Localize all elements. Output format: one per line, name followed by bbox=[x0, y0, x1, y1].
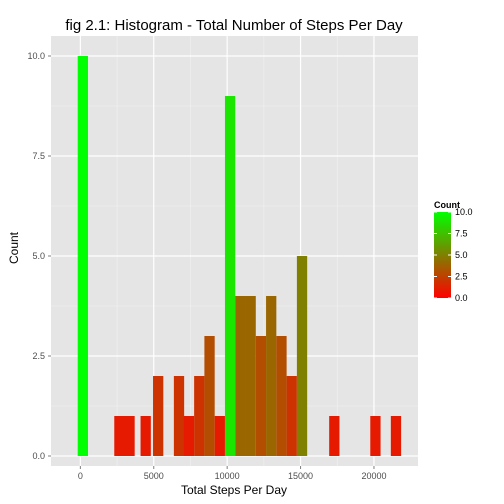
y-tick-label: 5.0 bbox=[32, 251, 45, 261]
x-tick-label: 20000 bbox=[361, 471, 386, 481]
histogram-bar bbox=[390, 416, 402, 456]
histogram-bar bbox=[124, 416, 135, 456]
legend-colorbar bbox=[434, 212, 451, 298]
legend-tick-label: 10.0 bbox=[455, 207, 473, 217]
histogram-bar bbox=[153, 376, 164, 456]
histogram-bar bbox=[286, 376, 297, 456]
x-tick-label: 0 bbox=[78, 471, 83, 481]
histogram-bar bbox=[296, 256, 308, 456]
histogram-bar bbox=[329, 416, 340, 456]
histogram-bar bbox=[173, 376, 185, 456]
y-tick-label: 2.5 bbox=[32, 351, 45, 361]
histogram-bar bbox=[276, 336, 287, 456]
legend-tick-label: 5.0 bbox=[455, 250, 468, 260]
legend-tick-label: 0.0 bbox=[455, 293, 468, 303]
histogram-bar bbox=[224, 96, 236, 456]
x-tick-label: 5000 bbox=[144, 471, 164, 481]
histogram-bar bbox=[255, 336, 267, 456]
y-tick-label: 10.0 bbox=[27, 51, 45, 61]
x-tick-label: 10000 bbox=[215, 471, 240, 481]
legend-tick-label: 7.5 bbox=[455, 229, 468, 239]
histogram-bar bbox=[214, 416, 225, 456]
histogram-bar bbox=[245, 296, 256, 456]
legend-title: Count bbox=[434, 200, 460, 210]
histogram-bar bbox=[194, 376, 205, 456]
x-tick-label: 15000 bbox=[288, 471, 313, 481]
histogram-bar bbox=[204, 336, 215, 456]
x-axis-label: Total Steps Per Day bbox=[181, 483, 287, 497]
color-legend: Count 0.0 2.5 5.0 7.5 10.0 bbox=[434, 200, 473, 303]
y-tick-label: 7.5 bbox=[32, 151, 45, 161]
histogram-bar bbox=[183, 416, 195, 456]
histogram-bar bbox=[140, 416, 151, 456]
histogram-bars bbox=[77, 56, 402, 456]
histogram-bar bbox=[114, 416, 125, 456]
y-axis-ticks: 0.0 2.5 5.0 7.5 10.0 bbox=[27, 51, 51, 461]
legend-tick-label: 2.5 bbox=[455, 272, 468, 282]
x-axis-ticks: 0 5000 10000 15000 20000 bbox=[78, 466, 386, 481]
y-tick-label: 0.0 bbox=[32, 451, 45, 461]
y-axis-label: Count bbox=[7, 231, 21, 264]
histogram-bar bbox=[235, 296, 246, 456]
chart-title: fig 2.1: Histogram - Total Number of Ste… bbox=[65, 17, 403, 34]
histogram-bar bbox=[77, 56, 88, 456]
histogram-bar bbox=[370, 416, 381, 456]
histogram-bar bbox=[266, 296, 277, 456]
